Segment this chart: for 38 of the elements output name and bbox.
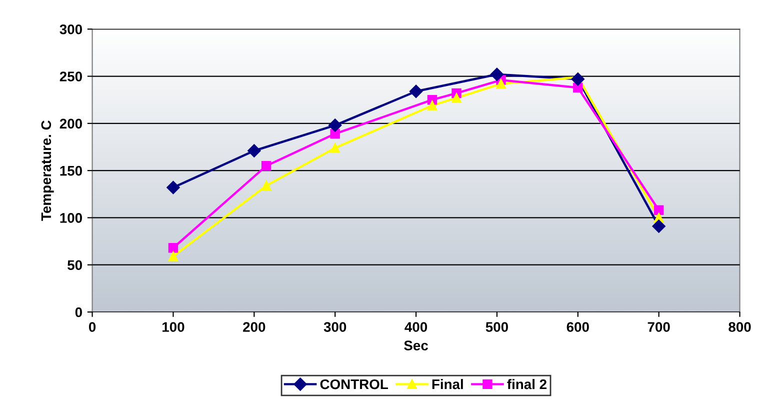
y-tick-label: 200 — [60, 118, 82, 129]
y-tick-label: 300 — [60, 24, 82, 34]
legend-label: final 2 — [507, 378, 546, 390]
x-tick-label: 0 — [88, 322, 96, 332]
y-tick-label: 150 — [60, 166, 82, 176]
x-tick-label: 400 — [404, 322, 428, 332]
x-tick-label: 700 — [648, 322, 670, 332]
point — [261, 160, 272, 171]
x-tick-label: 200 — [243, 322, 266, 332]
y-tick-label: 100 — [60, 213, 82, 223]
point — [409, 84, 423, 98]
y-tick-label: 250 — [60, 72, 82, 82]
point — [168, 252, 178, 262]
point — [328, 118, 342, 132]
legend-label: Final — [432, 378, 463, 390]
x-tick-label: 600 — [566, 322, 589, 332]
point — [654, 205, 664, 216]
point — [166, 180, 180, 194]
point — [571, 72, 584, 86]
y-axis-title: Temperature. C — [41, 120, 54, 221]
point — [261, 180, 272, 191]
point — [573, 82, 583, 92]
point — [427, 100, 438, 110]
point — [168, 243, 178, 253]
legend-label: CONTROL — [320, 379, 388, 390]
y-tick-label: 50 — [68, 260, 82, 270]
x-tick-label: 800 — [728, 322, 751, 332]
x-tick-label: 300 — [324, 322, 346, 332]
point — [490, 68, 504, 81]
x-tick-label: 500 — [486, 322, 508, 332]
point — [248, 144, 261, 158]
point — [330, 143, 340, 153]
point — [452, 93, 462, 103]
point — [652, 220, 666, 233]
y-tick-label: 0 — [75, 307, 82, 318]
x-tick-label: 100 — [162, 322, 184, 332]
x-axis-title: Sec — [404, 340, 428, 350]
point — [496, 78, 506, 89]
